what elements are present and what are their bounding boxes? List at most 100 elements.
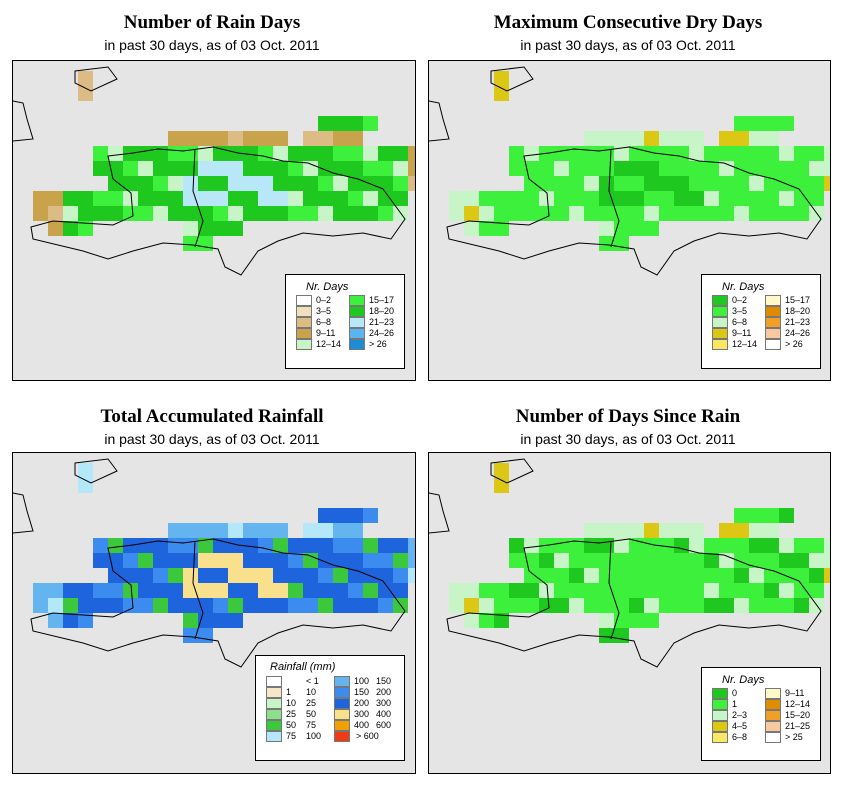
grid-cell [348,161,363,176]
grid-cell [303,523,318,538]
grid-cell [333,538,348,553]
grid-cell [704,206,719,221]
grid-cell [318,583,333,598]
grid-cell [659,146,674,161]
legend-swatch [266,687,282,698]
grid-cell [449,206,464,221]
grid-cell [809,146,824,161]
grid-cell [348,146,363,161]
grid-cell [734,206,749,221]
grid-cell [689,583,704,598]
grid-cell [689,553,704,568]
grid-cell [273,553,288,568]
legend-label: 2–3 [732,710,748,720]
grid-cell [318,553,333,568]
legend-label-low: 1 [286,687,292,697]
grid-cell [213,568,228,583]
grid-cell [584,176,599,191]
grid-cell [629,161,644,176]
grid-cell [393,553,408,568]
grid-cell [258,206,273,221]
grid-cell [333,508,348,523]
grid-cell [393,583,408,598]
coast-outline [429,458,534,534]
grid-cell [734,161,749,176]
dry-days-map: Nr. Days 0–2 3–5 6–8 9–11 12–14 15–17 18… [428,60,831,381]
grid-cell [509,538,524,553]
grid-cell [408,176,415,191]
grid-cell [153,568,168,583]
grid-cell [258,131,273,146]
grid-cell [93,553,108,568]
grid-cell [123,553,138,568]
grid-cell [449,598,464,613]
grid-cell [554,538,569,553]
legend-swatch [349,295,365,306]
grid-cell [614,523,629,538]
grid-cell [584,146,599,161]
island-outline [446,146,822,276]
rainfall-title: Total Accumulated Rainfall [100,406,324,427]
legend-swatch [334,698,350,709]
grid-cell [614,553,629,568]
grid-cell [749,206,764,221]
rain-days-legend: Nr. Days 0–2 3–5 6–8 9–11 12–14 15–17 18… [285,274,405,369]
grid-cell [779,583,794,598]
grid-cell [198,583,213,598]
grid-cell [674,131,689,146]
legend-label-low: 200 [354,698,370,708]
grid-cell [764,523,779,538]
grid-cell [629,191,644,206]
grid-cell [78,613,93,628]
grid-cell [704,161,719,176]
grid-cell [599,613,614,628]
grid-cell [659,553,674,568]
legend-label-low: 300 [354,709,370,719]
grid-cell [704,553,719,568]
grid-cell [363,583,378,598]
grid-cell [644,598,659,613]
grid-cell [378,598,393,613]
grid-cell [168,598,183,613]
grid-cell [764,598,779,613]
grid-cell [303,583,318,598]
grid-cell [674,176,689,191]
legend-swatch [712,699,728,710]
grid-cell [138,176,153,191]
grid-cell [198,161,213,176]
grid-cell [408,553,415,568]
grid-cell [794,598,809,613]
grid-cell [63,206,78,221]
grid-cell [303,176,318,191]
grid-cell [719,583,734,598]
grid-cell [539,161,554,176]
grid-cell [108,568,123,583]
legend-label: 4–5 [732,721,748,731]
grid-cell [138,568,153,583]
grid-cell [644,538,659,553]
grid-cell [123,568,138,583]
grid-cell [63,613,78,628]
grid-cell [629,613,644,628]
grid-cell [644,523,659,538]
grid-cell [333,206,348,221]
legend-label: 15–17 [785,295,811,305]
grid-cell [644,568,659,583]
grid-cell [228,176,243,191]
grid-cell [614,131,629,146]
grid-cell [228,146,243,161]
grid-cell [138,161,153,176]
grid-cell [228,206,243,221]
legend-swatch [334,731,350,742]
grid-cell [408,161,415,176]
grid-cell [393,161,408,176]
grid-cell [794,146,809,161]
grid-cell [168,583,183,598]
grid-cell [228,131,243,146]
grid-cell [524,176,539,191]
grid-cell [333,146,348,161]
grid-cell [554,206,569,221]
grid-cell [764,131,779,146]
grid-cell [333,191,348,206]
grid-cell [464,191,479,206]
